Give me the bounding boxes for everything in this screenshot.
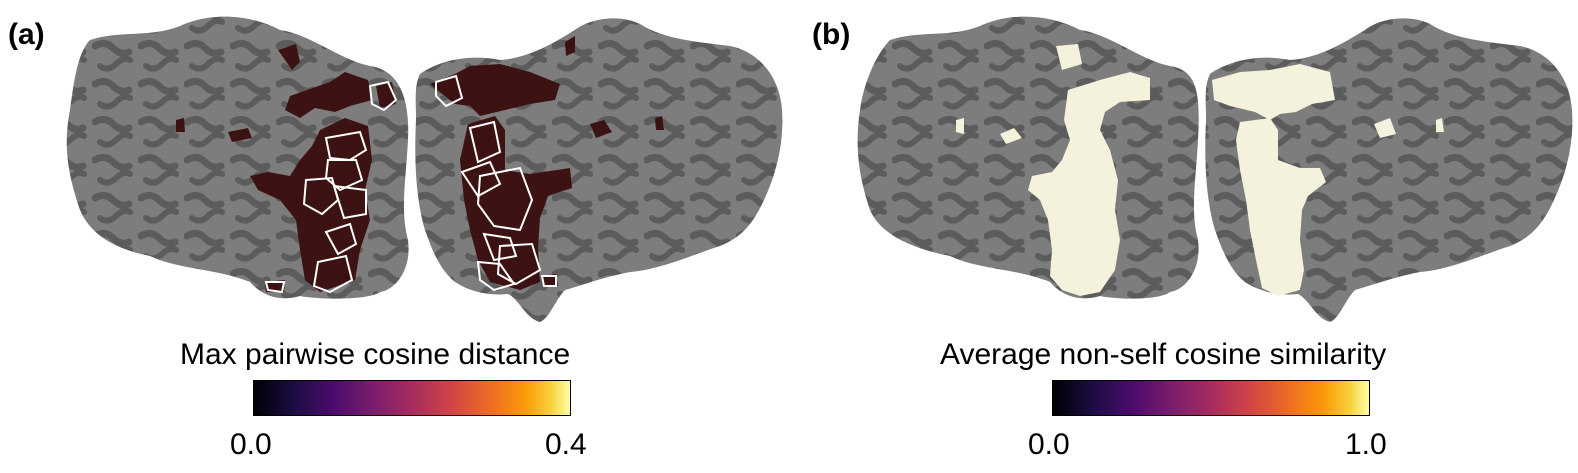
left-hemisphere <box>857 16 1199 299</box>
panel-label-b: (b) <box>812 18 851 51</box>
overlay-similarity-right <box>1212 64 1444 296</box>
colorbar-a <box>253 380 571 416</box>
overlay-similarity-left <box>956 44 1150 296</box>
colorbar-min-label-b: 0.0 <box>1028 428 1070 461</box>
colorbar-title-b: Average non-self cosine similarity <box>940 338 1387 371</box>
panel-b: (b) Average non-self cosine similarity <box>800 0 1578 473</box>
colorbar-max-label-b: 1.0 <box>1345 428 1387 461</box>
colorbar-title-a: Max pairwise cosine distance <box>180 338 571 371</box>
colorbar-min-label-a: 0.0 <box>230 428 272 461</box>
panel-label-a: (a) <box>8 18 45 51</box>
flatmap-a <box>66 16 783 323</box>
roi-outlines <box>264 74 557 294</box>
flatmap-b <box>857 16 1573 323</box>
colorbar-b <box>1052 380 1370 416</box>
colorbar-max-label-a: 0.4 <box>545 428 587 461</box>
panel-a: (a) <box>8 16 783 461</box>
